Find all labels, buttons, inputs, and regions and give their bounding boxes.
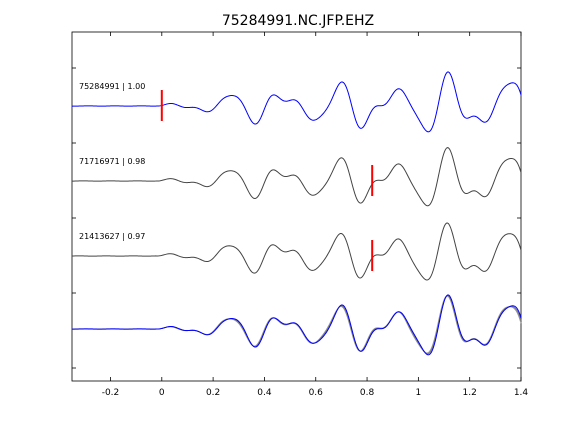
- trace-line: [71, 71, 522, 133]
- trace-label: 75284991 | 1.00: [79, 82, 145, 91]
- x-tick-label: -0.2: [102, 388, 120, 398]
- x-tick-label: 0.8: [360, 388, 375, 398]
- x-tick-labels: -0.2 0 0.2 0.4 0.6 0.8 1 1.2 1.4: [102, 388, 529, 398]
- x-tick-label: 0: [159, 388, 165, 398]
- chart-title: 75284991.NC.JFP.EHZ: [222, 13, 374, 29]
- x-tick-label: 0.2: [206, 388, 220, 398]
- x-tick-label: 1.2: [463, 388, 477, 398]
- trace-label: 21413627 | 0.97: [79, 232, 145, 241]
- trace-line: [71, 147, 522, 207]
- x-tick-label: 1: [416, 388, 422, 398]
- plot-area: [71, 31, 522, 382]
- x-tick-label: 0.6: [309, 388, 324, 398]
- overlay-line: [71, 295, 522, 355]
- x-tick-label: 1.4: [514, 388, 529, 398]
- trace-labels: 75284991 | 1.00 71716971 | 0.98 21413627 |…: [79, 82, 145, 241]
- trace-label: 71716971 | 0.98: [79, 157, 145, 166]
- pick-markers: [160, 90, 374, 271]
- overlay-line: [71, 294, 522, 356]
- axis-ticks: [72, 32, 522, 381]
- trace-line: [71, 222, 522, 281]
- trace-group: [71, 71, 522, 281]
- x-tick-label: 0.4: [257, 388, 272, 398]
- overlay-stack: [71, 294, 522, 356]
